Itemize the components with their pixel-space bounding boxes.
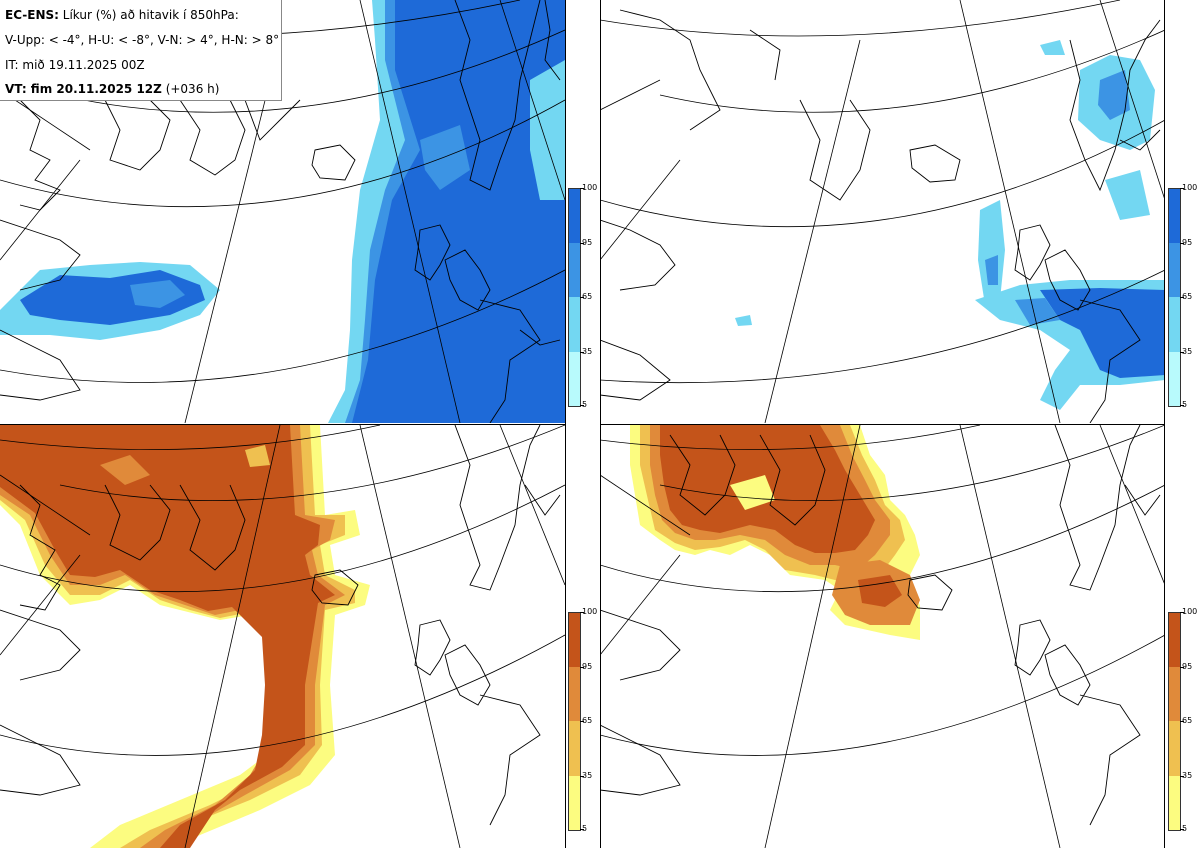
map-cold-moderate xyxy=(0,0,565,423)
panel-warm-moderate xyxy=(0,424,565,848)
colorbar-tick xyxy=(580,243,584,244)
graticule xyxy=(0,425,565,848)
colorbar-label: 95 xyxy=(582,238,593,247)
colorbar-tick xyxy=(580,721,584,722)
coastlines xyxy=(600,425,1161,826)
colorbar-tick xyxy=(580,297,584,298)
colorbar-tick xyxy=(1180,829,1184,830)
colorbar-tick xyxy=(1180,405,1184,406)
colorbar-label: 95 xyxy=(582,662,593,671)
colorbar-label: 65 xyxy=(1182,716,1193,725)
colorbar-segment xyxy=(1168,297,1180,352)
colorbar-segment xyxy=(568,612,580,667)
colorbar-label: 100 xyxy=(582,607,598,616)
colorbar-segment xyxy=(568,352,580,406)
colorbar-segment xyxy=(568,188,580,243)
colorbar-label: 35 xyxy=(582,347,593,356)
separator-right xyxy=(600,0,601,848)
title-description: Líkur (%) að hitavik í 850hPa: xyxy=(58,8,239,22)
colorbar-segment xyxy=(1168,243,1180,297)
colorbar-segment xyxy=(568,667,580,721)
colorbar-label: 5 xyxy=(582,400,588,409)
colorbar-label: 100 xyxy=(582,183,598,192)
panel-cold-moderate: EC-ENS: Líkur (%) að hitavik í 850hPa: V… xyxy=(0,0,565,423)
colorbar-segment xyxy=(1168,612,1180,667)
colorbar-label: 100 xyxy=(1182,607,1198,616)
colorbar-segment xyxy=(568,776,580,830)
panel-warm-strong xyxy=(600,424,1165,848)
graticule xyxy=(600,0,1165,423)
colorbar-label: 65 xyxy=(582,292,593,301)
colorbar-label: 35 xyxy=(1182,771,1193,780)
separator-left xyxy=(565,0,566,848)
colorbar-tick xyxy=(580,352,584,353)
probability-shading xyxy=(630,425,920,640)
colorbar-tick xyxy=(1180,352,1184,353)
colorbar-tick xyxy=(1180,612,1184,613)
coastlines xyxy=(600,9,1161,423)
colorbar-warm: 100 95 65 35 5 xyxy=(1168,608,1197,833)
panel-cold-strong xyxy=(600,0,1165,423)
coastlines xyxy=(0,0,561,423)
colorbar-label: 5 xyxy=(582,824,588,833)
colorbar-label: 35 xyxy=(582,771,593,780)
colorbar-segment xyxy=(1168,188,1180,243)
colorbar-label: 100 xyxy=(1182,183,1198,192)
map-warm-strong xyxy=(600,425,1165,848)
colorbar-label: 65 xyxy=(582,716,593,725)
coastlines xyxy=(0,425,561,826)
colorbar-segment xyxy=(568,721,580,776)
colorbar-tick xyxy=(580,829,584,830)
colorbar-label: 95 xyxy=(1182,238,1193,247)
colorbar-label: 35 xyxy=(1182,347,1193,356)
colorbar-segment xyxy=(568,297,580,352)
title-lead-time: (+036 h) xyxy=(161,82,220,96)
map-warm-moderate xyxy=(0,425,565,848)
title-valid-time: VT: fim 20.11.2025 12Z xyxy=(5,82,162,96)
colorbar-label: 65 xyxy=(1182,292,1193,301)
colorbar-segment xyxy=(1168,352,1180,406)
colorbar-label: 5 xyxy=(1182,824,1188,833)
colorbar-tick xyxy=(1180,721,1184,722)
colorbar-tick xyxy=(1180,243,1184,244)
probability-shading xyxy=(735,40,1165,410)
colorbar-tick xyxy=(1180,297,1184,298)
colorbar-tick xyxy=(1180,188,1184,189)
colorbar-label: 95 xyxy=(1182,662,1193,671)
colorbar-warm: 100 95 65 35 5 xyxy=(568,608,597,833)
map-cold-strong xyxy=(600,0,1165,423)
colorbar-tick xyxy=(1180,667,1184,668)
colorbar-cold: 100 95 65 35 5 xyxy=(1168,184,1197,409)
colorbar-segment xyxy=(1168,776,1180,830)
title-box: EC-ENS: Líkur (%) að hitavik í 850hPa: V… xyxy=(0,0,282,101)
separator-far-right xyxy=(1164,0,1165,848)
colorbar-label: 5 xyxy=(1182,400,1188,409)
colorbar-segment xyxy=(568,243,580,297)
colorbar-segment xyxy=(1168,721,1180,776)
title-model: EC-ENS: xyxy=(5,8,59,22)
colorbar-tick xyxy=(1180,776,1184,777)
title-initial-time: IT: mið 19.11.2025 00Z xyxy=(5,58,145,72)
probability-shading xyxy=(0,425,370,848)
graticule xyxy=(600,425,1165,848)
colorbar-cold: 100 95 65 35 5 xyxy=(568,184,597,409)
colorbar-tick xyxy=(580,776,584,777)
title-thresholds: V-Upp: < -4°, H-U: < -8°, V-N: > 4°, H-N… xyxy=(5,33,280,47)
colorbar-tick xyxy=(580,188,584,189)
colorbar-segment xyxy=(1168,667,1180,721)
colorbar-tick xyxy=(580,612,584,613)
colorbar-tick xyxy=(580,667,584,668)
colorbar-tick xyxy=(580,405,584,406)
probability-shading xyxy=(0,0,565,423)
